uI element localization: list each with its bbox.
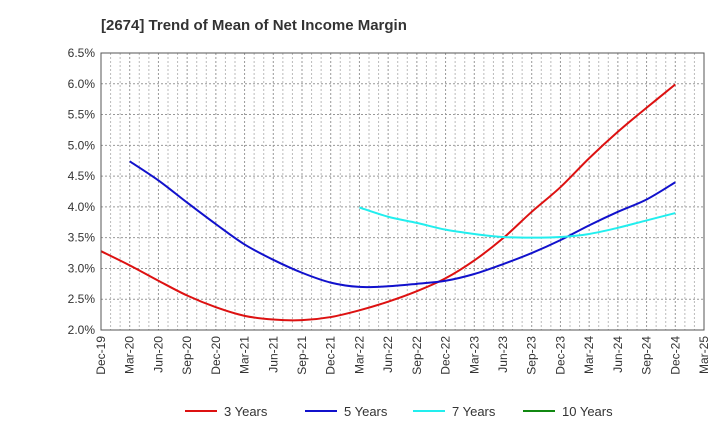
- x-axis: Dec-19 Mar-20 Jun-20 Sep-20 Dec-20 Mar-21 Jun-…: [94, 336, 711, 375]
- legend: 3 Years 5 Years 7 Years 10 Years: [185, 404, 613, 419]
- x-tick-label: Sep-21: [295, 336, 309, 375]
- series-line-7-years: [359, 206, 676, 239]
- y-tick-label: 3.5%: [68, 231, 96, 245]
- x-tick-label: Sep-22: [410, 336, 424, 375]
- x-tick-label: Jun-20: [151, 336, 165, 373]
- y-tick-label: 3.0%: [68, 261, 96, 275]
- y-tick-label: 2.5%: [68, 292, 96, 306]
- legend-label: 10 Years: [562, 404, 613, 419]
- x-tick-label: Dec-22: [439, 336, 453, 375]
- x-tick-label: Mar-20: [123, 336, 137, 374]
- chart-title: [2674] Trend of Mean of Net Income Margi…: [101, 17, 407, 34]
- series-line-5-years: [129, 160, 676, 289]
- x-tick-label: Mar-21: [238, 336, 252, 374]
- x-tick-label: Mar-23: [467, 336, 481, 374]
- x-tick-label: Jun-24: [611, 336, 625, 373]
- x-tick-label: Dec-21: [324, 336, 338, 375]
- x-tick-label: Sep-20: [180, 336, 194, 375]
- legend-label: 7 Years: [452, 404, 496, 419]
- y-axis: 2.0% 2.5% 3.0% 3.5% 4.0% 4.5% 5.0% 5.5% 6.0% 6.5%: [68, 46, 96, 337]
- x-tick-label: Mar-22: [352, 336, 366, 374]
- x-tick-label: Mar-24: [582, 336, 596, 374]
- x-tick-label: Jun-22: [381, 336, 395, 373]
- y-tick-label: 6.5%: [68, 46, 96, 60]
- x-tick-label: Sep-23: [525, 336, 539, 375]
- y-tick-label: 5.5%: [68, 108, 96, 122]
- x-tick-label: Sep-24: [640, 336, 654, 375]
- y-tick-label: 4.0%: [68, 200, 96, 214]
- y-tick-label: 6.0%: [68, 77, 96, 91]
- y-tick-label: 2.0%: [68, 323, 96, 337]
- plot-area: [101, 53, 704, 330]
- y-tick-label: 4.5%: [68, 169, 96, 183]
- y-tick-label: 5.0%: [68, 138, 96, 152]
- x-tick-label: Dec-24: [668, 336, 682, 375]
- x-tick-label: Dec-19: [94, 336, 108, 375]
- x-tick-label: Dec-20: [209, 336, 223, 375]
- series-layer: [100, 83, 676, 322]
- x-tick-label: Jun-23: [496, 336, 510, 373]
- legend-label: 3 Years: [224, 404, 268, 419]
- plot-border: [100, 52, 705, 331]
- x-tick-label: Dec-23: [553, 336, 567, 375]
- x-tick-label: Jun-21: [266, 336, 280, 373]
- x-tick-label: Mar-25: [697, 336, 711, 374]
- legend-label: 5 Years: [344, 404, 388, 419]
- series-line-3-years: [100, 83, 676, 322]
